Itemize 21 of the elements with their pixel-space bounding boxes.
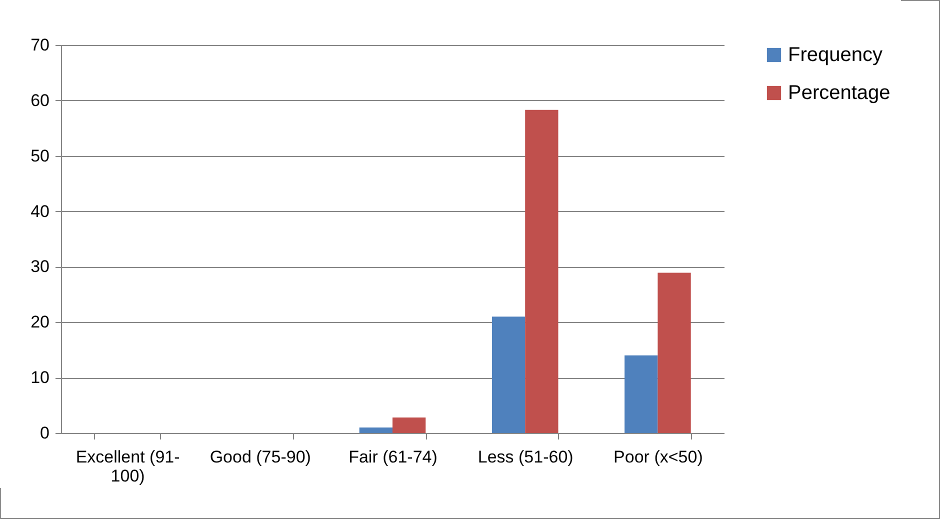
bar <box>658 272 691 433</box>
y-tick-label: 10 <box>30 368 50 388</box>
bar <box>392 417 426 433</box>
legend-label: Frequency <box>788 44 882 66</box>
y-tick-label: 60 <box>30 90 50 110</box>
bar <box>492 316 526 433</box>
bar <box>525 110 558 433</box>
y-tick-label: 40 <box>30 202 50 221</box>
bar <box>359 427 392 433</box>
x-tick-label: Less (51-60) <box>478 448 574 466</box>
bar <box>624 355 658 433</box>
x-tick-label: Good (75-90) <box>210 448 311 466</box>
y-tick-label: 70 <box>30 36 50 54</box>
y-tick-label: 0 <box>40 424 50 442</box>
legend-label: Percentage <box>788 82 890 104</box>
y-tick-label: 30 <box>30 257 50 276</box>
y-tick-label: 50 <box>30 146 50 166</box>
x-tick-label: Poor (x<50) <box>614 448 703 466</box>
y-tick-label: 20 <box>30 312 50 332</box>
x-tick-label: Excellent (91-100) <box>76 448 180 486</box>
x-tick-label: Fair (61-74) <box>348 448 438 466</box>
